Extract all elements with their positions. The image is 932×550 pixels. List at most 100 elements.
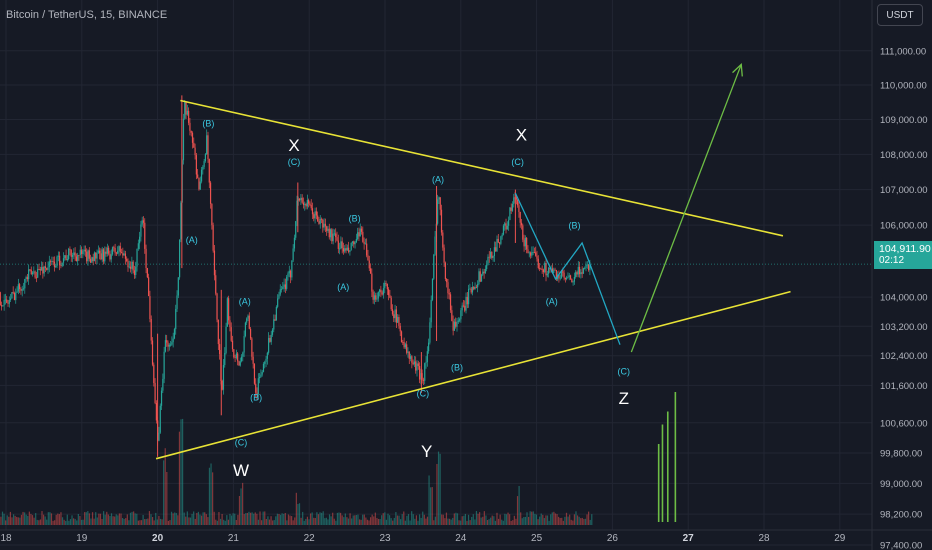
candle-body: [224, 352, 226, 365]
volume-bar: [448, 518, 451, 525]
candle-body: [104, 251, 106, 262]
candle-body: [73, 252, 75, 256]
candle-body: [398, 317, 400, 326]
candle-body: [280, 289, 283, 290]
candle-body: [244, 322, 247, 337]
volume-bar: [28, 511, 30, 525]
candle-body: [497, 238, 499, 243]
candle-body: [262, 363, 265, 372]
candle-body: [167, 342, 169, 347]
volume-bar: [80, 519, 83, 525]
volume-bar: [436, 463, 438, 525]
wave-label-small: (A): [546, 296, 558, 306]
volume-bar: [545, 515, 547, 525]
candle-body: [251, 338, 253, 357]
candle-body: [222, 364, 225, 390]
volume-bar: [540, 513, 542, 525]
volume-bar: [68, 520, 70, 525]
volume-bar: [433, 520, 435, 525]
candle-body: [451, 310, 453, 321]
candle-body: [203, 161, 205, 167]
volume-bar: [578, 516, 580, 525]
candle-body: [486, 265, 488, 270]
price-tick-label: 104,000.00: [880, 293, 928, 304]
price-tick-label: 97,400.00: [880, 541, 922, 550]
candle-body: [533, 252, 536, 253]
candle-body: [120, 252, 123, 254]
volume-bar: [249, 512, 252, 525]
candle-body: [569, 275, 572, 279]
candle-body: [317, 215, 319, 221]
candle-body: [123, 253, 125, 256]
candle-body: [500, 236, 502, 244]
candle-body: [511, 204, 514, 211]
candle-body: [288, 270, 290, 274]
volume-bar: [491, 515, 493, 525]
volume-bar: [409, 520, 411, 525]
volume-bar: [460, 520, 462, 525]
time-tick-label: 25: [531, 533, 543, 544]
candle-body: [336, 237, 338, 241]
candle-body: [51, 260, 53, 262]
candle-body: [328, 228, 330, 238]
candle-body: [341, 241, 343, 249]
volume-bar: [324, 518, 326, 525]
candle-body: [261, 371, 263, 375]
candle-body: [456, 321, 458, 327]
candle-body: [148, 277, 150, 297]
candle-body: [114, 248, 116, 253]
volume-spike: [674, 392, 677, 522]
volume-bar: [169, 520, 171, 525]
candle-body: [554, 269, 556, 271]
candle-body: [464, 305, 466, 311]
volume-bar: [314, 518, 316, 525]
candle-body: [453, 321, 456, 331]
volume-bar: [230, 515, 233, 525]
candle-body: [420, 373, 422, 380]
volume-bar: [129, 512, 132, 525]
volume-bar: [332, 512, 334, 525]
volume-bar: [562, 520, 564, 525]
volume-bar: [335, 520, 337, 525]
volume-bar: [431, 487, 433, 525]
candle-body: [99, 250, 101, 254]
volume-bar: [223, 519, 225, 525]
candle-body: [522, 225, 524, 240]
candle-body: [340, 241, 342, 249]
candle-body: [186, 110, 188, 115]
volume-bar: [499, 514, 501, 525]
volume-bar: [523, 516, 525, 525]
candle-body: [142, 220, 145, 223]
projection-arrow-green: [630, 64, 742, 353]
candle-body: [517, 199, 519, 206]
candle-body: [523, 239, 525, 247]
currency-button[interactable]: USDT: [877, 4, 923, 26]
volume-bar: [543, 518, 545, 525]
volume-bar: [515, 518, 517, 525]
candle-body: [119, 246, 121, 253]
candle-body: [213, 250, 216, 276]
volume-bar: [243, 514, 245, 525]
volume-bar: [8, 516, 10, 525]
candle-body: [61, 262, 63, 266]
candle-body: [342, 248, 345, 252]
candle-body: [366, 243, 368, 256]
volume-bar: [77, 513, 79, 525]
volume-bar: [232, 513, 234, 525]
candle-body: [102, 249, 105, 262]
candle-body: [38, 269, 40, 270]
candle-body: [40, 267, 43, 271]
candle-body: [275, 306, 277, 321]
volume-bar: [213, 511, 215, 525]
volume-bar: [289, 515, 291, 525]
volume-bar: [412, 514, 414, 525]
candle-body: [390, 297, 392, 310]
time-tick-label: 29: [834, 533, 846, 544]
volume-bar: [553, 511, 555, 525]
volume-bar: [126, 514, 128, 525]
candle-body: [289, 270, 292, 278]
candle-body: [231, 340, 234, 350]
candle-body: [535, 252, 537, 256]
